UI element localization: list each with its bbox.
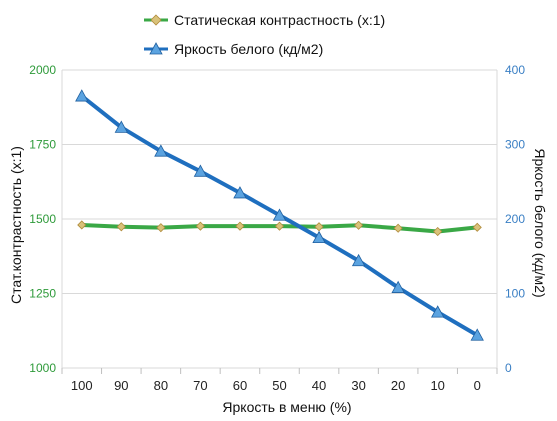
- series-group: [75, 89, 484, 341]
- y-right-tick-label: 0: [505, 361, 512, 375]
- series-brightness: [75, 89, 484, 341]
- data-point-diamond: [274, 221, 285, 231]
- y-left-axis-title: Стат.контрастность (x:1): [8, 146, 24, 304]
- y-right-tick-label: 200: [505, 212, 525, 226]
- data-point-triangle: [272, 208, 287, 221]
- y-left-tick-label: 2000: [29, 63, 56, 77]
- data-point-triangle: [75, 89, 89, 102]
- data-point-triangle: [351, 253, 366, 267]
- x-axis-title: Яркость в меню (%): [222, 399, 351, 415]
- x-tick-label: 0: [474, 378, 481, 393]
- data-point-triangle: [431, 305, 445, 318]
- x-tick-label: 30: [351, 378, 365, 393]
- y-left-tick-label: 1500: [29, 212, 56, 226]
- legend-marker-triangle: [149, 42, 163, 55]
- legend-label-contrast: Статическая контрастность (x:1): [174, 12, 385, 28]
- data-point-triangle: [312, 230, 326, 244]
- y-right-axis-title: Яркость белого (кд/м2): [532, 148, 548, 297]
- legend-item-brightness: Яркость белого (кд/м2): [144, 41, 323, 57]
- data-point-diamond: [314, 222, 324, 232]
- data-point-triangle: [470, 328, 484, 341]
- x-ticks: 100 90 80 70 60 50 40 30 20 10 0: [61, 368, 498, 393]
- x-tick-label: 70: [193, 378, 207, 393]
- y-left-tick-label: 1750: [29, 138, 56, 152]
- data-point-triangle: [233, 186, 247, 199]
- y-left-tick-label: 1000: [29, 361, 56, 375]
- data-point-diamond: [116, 222, 126, 232]
- x-tick-label: 80: [154, 378, 168, 393]
- y-right-tick-label: 100: [505, 287, 525, 301]
- x-tick-label: 20: [391, 378, 405, 393]
- data-point-diamond: [472, 222, 482, 232]
- data-point-triangle: [154, 144, 168, 157]
- y-right-tick-label: 400: [505, 63, 525, 77]
- data-point-diamond: [235, 221, 245, 231]
- x-tick-label: 100: [71, 378, 93, 393]
- x-tick-label: 10: [430, 378, 444, 393]
- data-point-triangle: [391, 280, 405, 293]
- y-right-tick-label: 300: [505, 138, 525, 152]
- data-point-triangle: [193, 164, 208, 177]
- x-tick-label: 50: [272, 378, 286, 393]
- gridlines: [61, 69, 498, 369]
- legend-item-contrast: Статическая контрастность (x:1): [144, 12, 385, 28]
- x-tick-label: 90: [114, 378, 128, 393]
- y-left-tick-label: 1250: [29, 287, 56, 301]
- data-point-diamond: [156, 223, 166, 233]
- y-right-ticks: 0 100 200 300 400: [505, 63, 525, 375]
- data-point-triangle: [114, 120, 128, 133]
- y-left-ticks: 1000 1250 1500 1750 2000: [29, 63, 56, 375]
- data-point-diamond: [354, 220, 364, 230]
- legend-label-brightness: Яркость белого (кд/м2): [174, 41, 323, 57]
- data-point-diamond: [195, 221, 205, 231]
- x-tick-label: 60: [233, 378, 247, 393]
- data-point-diamond: [433, 226, 443, 237]
- data-point-diamond: [77, 220, 87, 230]
- legend: Статическая контрастность (x:1) Яркость …: [144, 12, 385, 57]
- series-contrast: [77, 220, 482, 237]
- legend-marker-diamond: [150, 14, 162, 26]
- data-point-diamond: [393, 223, 403, 233]
- x-tick-label: 40: [312, 378, 326, 393]
